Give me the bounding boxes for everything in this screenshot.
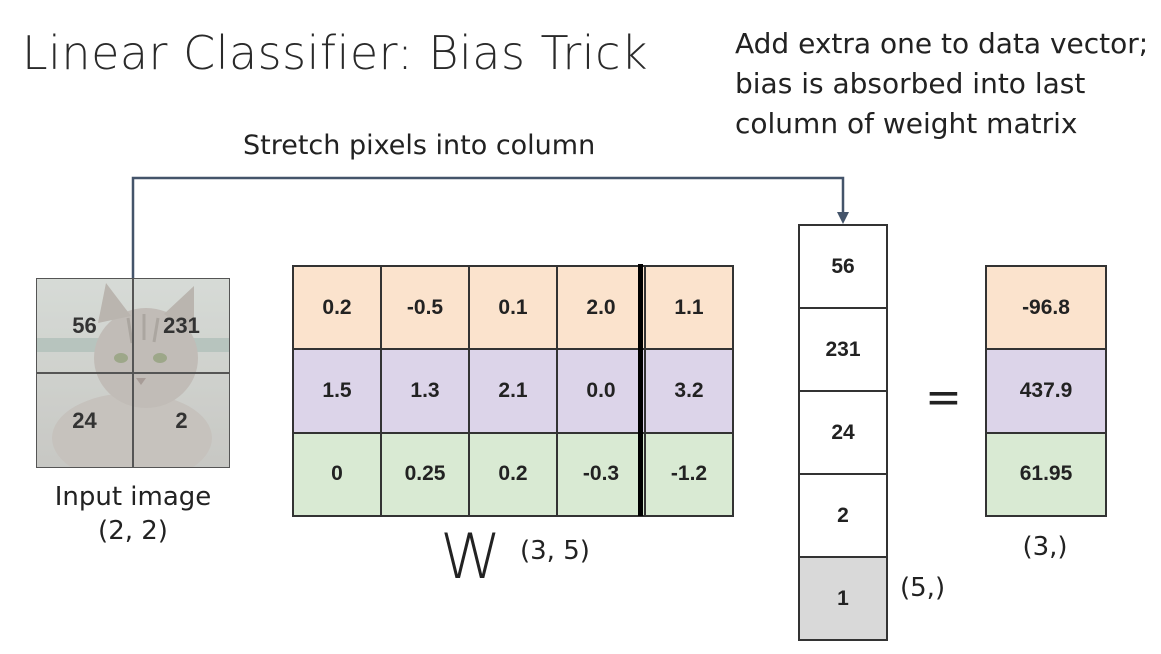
- output-vector-shape: (3,): [1022, 532, 1068, 562]
- vector-bias-one-cell: 1: [799, 557, 887, 640]
- weight-cell: -0.5: [381, 266, 469, 350]
- input-image-label: Input image: [54, 482, 212, 512]
- pixel-value: 2: [133, 373, 230, 468]
- input-image: 56 231 24 2: [36, 278, 230, 468]
- pixel-value: 56: [36, 278, 133, 373]
- data-vector: 56 231 24 2 1: [798, 224, 888, 641]
- weight-cell: 0.2: [293, 266, 381, 350]
- slide-title: Linear Classifier: Bias Trick: [22, 26, 649, 80]
- output-cell: -96.8: [986, 266, 1106, 350]
- data-vector-shape: (5,): [900, 573, 946, 603]
- input-image-caption: Input image (2, 2): [36, 480, 230, 548]
- weight-cell: 0: [293, 432, 381, 516]
- equals-sign: =: [925, 372, 962, 423]
- weight-cell: 1.3: [381, 349, 469, 433]
- weight-matrix-label: W: [440, 520, 502, 593]
- bias-note-line-1: Add extra one to data vector;: [735, 27, 1149, 60]
- bias-cell: 1.1: [645, 266, 733, 350]
- weight-cell: -0.3: [557, 432, 645, 516]
- pixel-grid: 56 231 24 2: [36, 278, 230, 468]
- output-vector: -96.8 437.9 61.95: [985, 265, 1107, 517]
- output-cell: 437.9: [986, 349, 1106, 433]
- weight-cell: 1.5: [293, 349, 381, 433]
- pixel-value: 24: [36, 373, 133, 468]
- weight-cell: 0.2: [469, 432, 557, 516]
- weight-cell: 0.25: [381, 432, 469, 516]
- bias-note-line-2: bias is absorbed into last: [735, 67, 1086, 100]
- bias-note-line-3: column of weight matrix: [735, 107, 1078, 140]
- input-image-shape: (2, 2): [98, 516, 168, 546]
- vector-cell: 231: [799, 308, 887, 391]
- vector-cell: 24: [799, 391, 887, 474]
- weight-matrix-shape: (3, 5): [520, 536, 590, 566]
- vector-cell: 56: [799, 225, 887, 308]
- bias-column-divider: [638, 264, 643, 516]
- weight-cell: 2.1: [469, 349, 557, 433]
- bias-cell: 3.2: [645, 349, 733, 433]
- weight-cell: 0.1: [469, 266, 557, 350]
- weight-cell: 2.0: [557, 266, 645, 350]
- stretch-label: Stretch pixels into column: [243, 130, 596, 161]
- bias-cell: -1.2: [645, 432, 733, 516]
- weight-matrix: 0.2 -0.5 0.1 2.0 1.1 1.5 1.3 2.1 0.0 3.2…: [292, 265, 734, 517]
- output-cell: 61.95: [986, 432, 1106, 516]
- pixel-value: 231: [133, 278, 230, 373]
- vector-cell: 2: [799, 474, 887, 557]
- weight-cell: 0.0: [557, 349, 645, 433]
- bias-note: Add extra one to data vector; bias is ab…: [735, 24, 1148, 144]
